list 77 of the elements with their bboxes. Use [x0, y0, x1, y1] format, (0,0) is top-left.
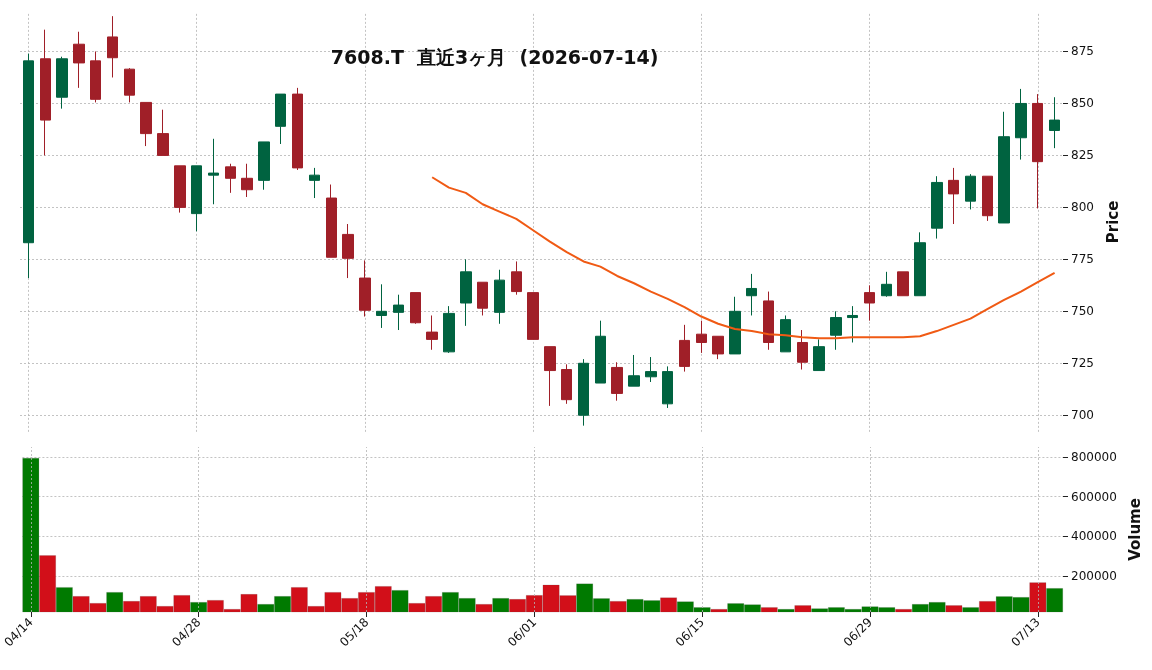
candlestick — [1049, 96, 1060, 149]
candlestick — [948, 167, 959, 225]
candlestick — [326, 184, 337, 258]
candlestick — [511, 260, 522, 296]
candlestick — [797, 329, 808, 371]
candlestick — [611, 361, 623, 402]
candlestick — [140, 101, 152, 147]
candlestick — [1032, 93, 1043, 209]
candlestick — [578, 358, 589, 427]
y-axis-title: Price — [1103, 200, 1122, 244]
candlestick — [426, 314, 438, 351]
y-tick-label: 800 — [1071, 200, 1094, 215]
candlestick — [712, 335, 724, 360]
candlestick — [746, 273, 757, 316]
candlestick — [107, 15, 118, 78]
y-tick-label: 600000 — [1071, 489, 1117, 504]
candlestick — [410, 292, 421, 325]
candlestick — [225, 163, 236, 194]
line-series — [431, 176, 1056, 340]
candlestick — [1015, 88, 1027, 161]
candlestick — [40, 29, 51, 156]
candlestick — [191, 165, 202, 232]
y-tick-label: 850 — [1071, 96, 1094, 111]
y-tick-label: 750 — [1071, 304, 1094, 319]
candlestick — [813, 338, 825, 372]
candlestick — [90, 50, 101, 103]
candlestick — [544, 346, 556, 407]
y-tick-label: 725 — [1071, 356, 1094, 371]
candlestick — [292, 87, 303, 171]
y-axis-title: Volume — [1126, 498, 1145, 561]
candlestick — [696, 320, 707, 354]
candlestick — [443, 305, 455, 354]
candlestick — [780, 314, 791, 353]
candlestick — [258, 141, 270, 191]
candlestick — [157, 109, 169, 156]
candlestick — [763, 291, 774, 351]
candlestick — [881, 271, 892, 298]
candlestick — [645, 356, 657, 383]
candlestick — [662, 365, 673, 409]
candlestick — [965, 173, 976, 210]
candlestick — [124, 67, 135, 103]
y-tick-label: 700 — [1071, 408, 1094, 423]
candlestick — [477, 281, 488, 316]
candlestick — [275, 93, 286, 145]
candlestick — [729, 296, 741, 355]
candlestick — [309, 167, 320, 199]
candlestick — [494, 269, 505, 325]
y-tick-label: 800000 — [1071, 449, 1117, 464]
candlestick — [376, 283, 387, 329]
y-tick-label: 400000 — [1071, 529, 1117, 544]
candlestick — [628, 354, 640, 387]
candlestick — [342, 223, 354, 279]
text: 7608.T 直近3ヶ月 (2026-07-14) — [330, 45, 659, 68]
candlestick — [359, 259, 371, 318]
candlestick — [864, 284, 875, 322]
candlestick — [73, 31, 85, 89]
candlestick — [998, 111, 1010, 224]
y-tick-label: 825 — [1071, 148, 1094, 163]
candlestick — [897, 271, 909, 297]
candlestick — [847, 305, 858, 343]
candlestick — [982, 175, 993, 222]
candlestick — [931, 175, 943, 240]
candlestick — [527, 292, 539, 340]
candlestick — [393, 294, 404, 331]
candlestick — [241, 163, 253, 198]
candlestick — [830, 310, 842, 351]
candlestick — [174, 165, 186, 214]
y-tick-label: 200000 — [1071, 569, 1117, 584]
candlestick — [460, 258, 472, 327]
candlestick — [561, 363, 572, 405]
candlestick — [208, 138, 219, 205]
y-tick-label: 875 — [1071, 44, 1094, 59]
candlestick — [56, 56, 68, 110]
candlestick — [679, 324, 690, 373]
y-tick-label: 775 — [1071, 252, 1094, 267]
candlestick — [595, 320, 606, 384]
candlestick — [914, 231, 926, 297]
